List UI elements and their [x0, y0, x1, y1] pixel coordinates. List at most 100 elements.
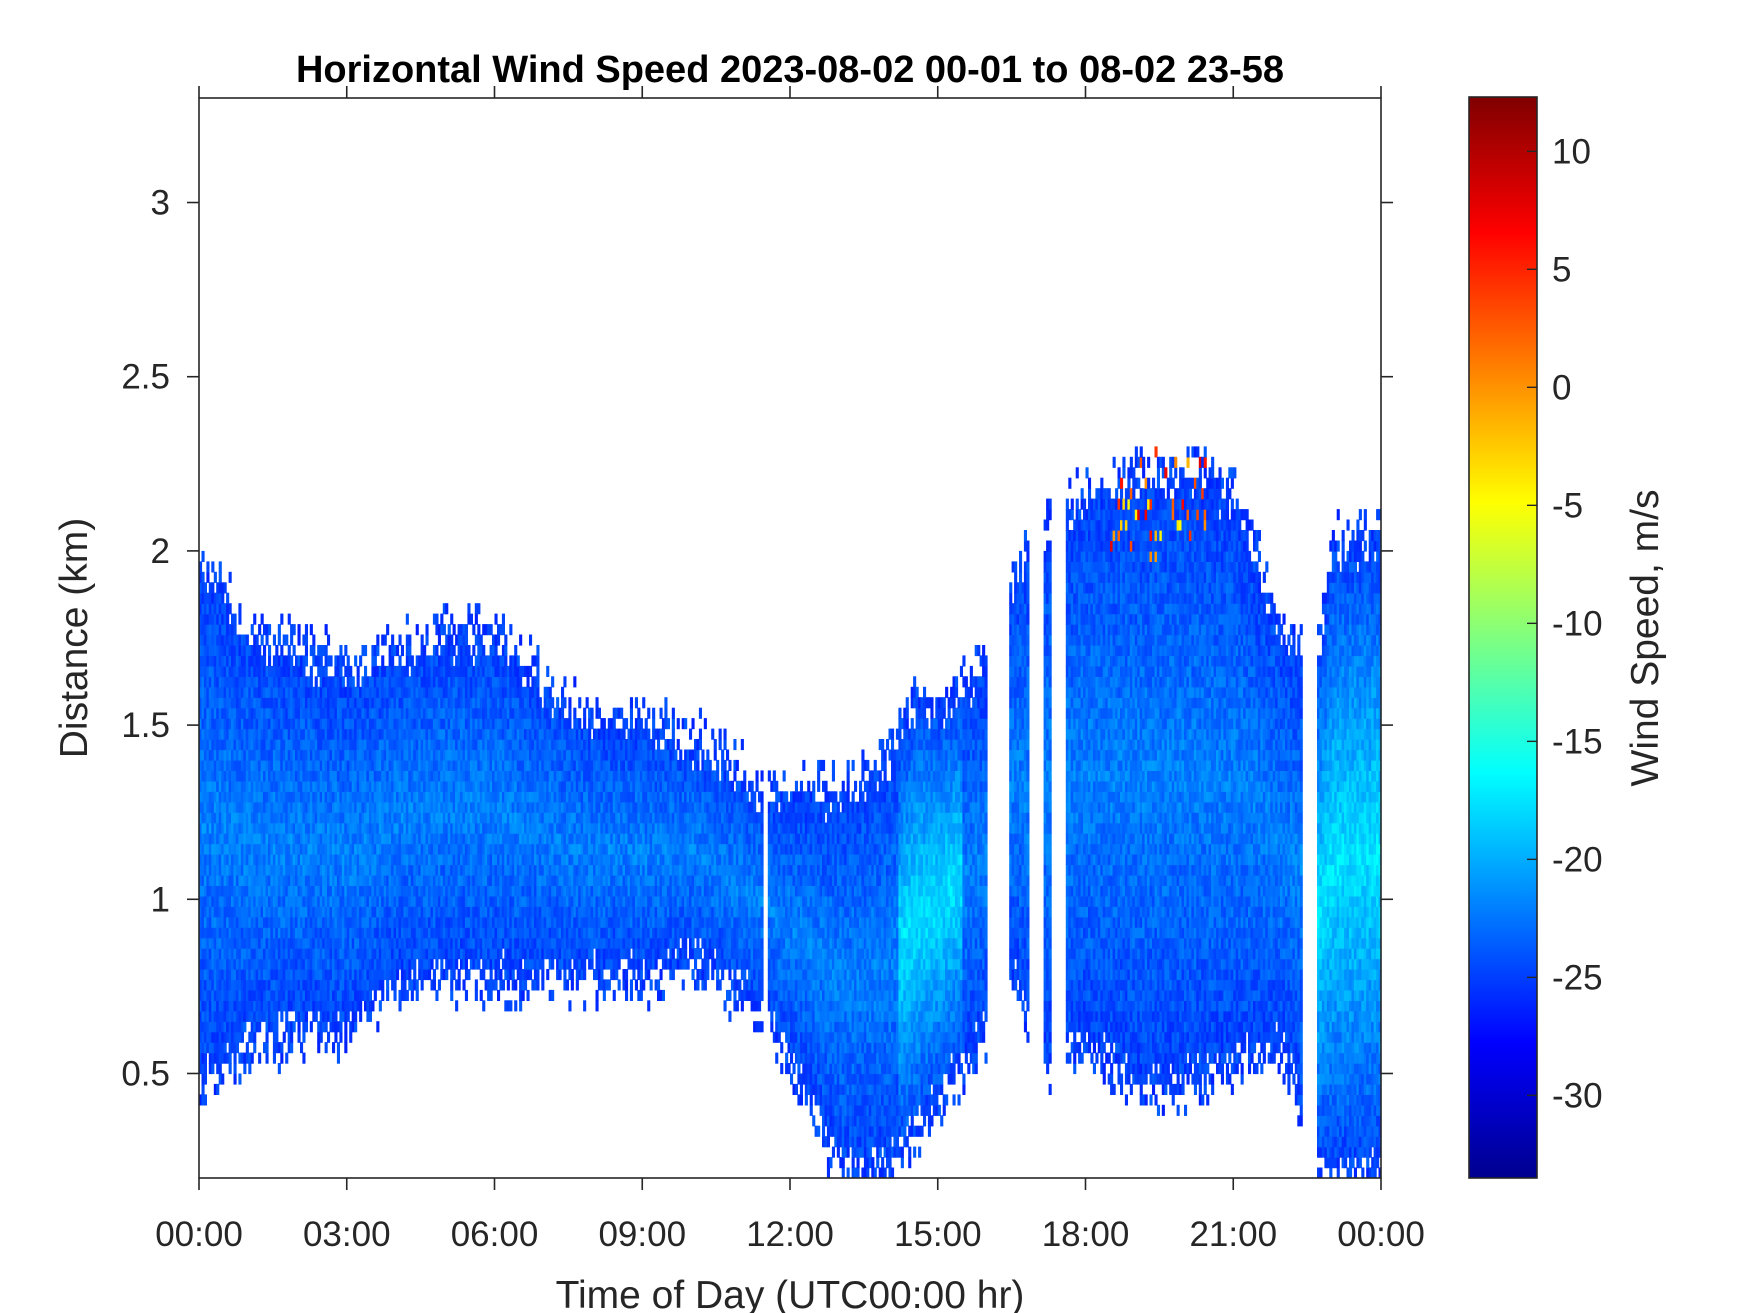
heatmap-cell	[445, 969, 449, 981]
heatmap-cell	[501, 854, 505, 866]
heatmap-cell	[201, 634, 205, 646]
heatmap-cell	[361, 989, 365, 1001]
heatmap-cell	[489, 958, 493, 970]
heatmap-cell	[356, 812, 360, 824]
heatmap-cell	[240, 958, 244, 970]
heatmap-cell	[272, 697, 276, 709]
heatmap-cell	[361, 822, 365, 834]
heatmap-cell	[309, 707, 313, 719]
heatmap-cell	[391, 728, 395, 740]
heatmap-cell	[211, 676, 215, 688]
heatmap-cell	[223, 822, 227, 834]
heatmap-cell	[233, 1031, 237, 1043]
heatmap-cell	[216, 759, 220, 771]
heatmap-cell	[504, 937, 508, 949]
heatmap-cell	[319, 1010, 323, 1022]
heatmap-cell	[248, 833, 252, 845]
heatmap-cell	[322, 645, 326, 657]
heatmap-cell	[425, 822, 429, 834]
heatmap-cell	[413, 770, 417, 782]
heatmap-cell	[462, 874, 466, 886]
heatmap-cell	[206, 571, 210, 583]
heatmap-cell	[482, 906, 486, 918]
heatmap-cell	[376, 812, 380, 824]
heatmap-cell	[213, 571, 217, 583]
heatmap-cell	[208, 927, 212, 939]
heatmap-cell	[376, 770, 380, 782]
heatmap-cell	[464, 791, 468, 803]
heatmap-cell	[319, 759, 323, 771]
heatmap-cell	[371, 864, 375, 876]
heatmap-cell	[472, 718, 476, 730]
heatmap-cell	[231, 1042, 235, 1054]
heatmap-cell	[268, 728, 272, 740]
heatmap-cell	[408, 718, 412, 730]
heatmap-cell	[391, 634, 395, 646]
heatmap-cell	[199, 958, 203, 970]
heatmap-cell	[250, 864, 254, 876]
heatmap-cell	[268, 718, 272, 730]
heatmap-cell	[351, 1021, 355, 1033]
heatmap-cell	[447, 718, 451, 730]
heatmap-cell	[223, 969, 227, 981]
heatmap-cell	[336, 969, 340, 981]
heatmap-cell	[464, 645, 468, 657]
heatmap-cell	[425, 780, 429, 792]
heatmap-cell	[314, 854, 318, 866]
heatmap-cell	[423, 770, 427, 782]
heatmap-cell	[339, 906, 343, 918]
heatmap-cell	[349, 759, 353, 771]
heatmap-cell	[233, 728, 237, 740]
heatmap-cell	[526, 989, 530, 1001]
heatmap-cell	[445, 665, 449, 677]
heatmap-cell	[213, 780, 217, 792]
heatmap-cell	[509, 885, 513, 897]
heatmap-cell	[327, 801, 331, 813]
heatmap-cell	[312, 885, 316, 897]
heatmap-cell	[253, 686, 257, 698]
heatmap-cell	[201, 1042, 205, 1054]
heatmap-cell	[452, 707, 456, 719]
heatmap-cell	[341, 843, 345, 855]
heatmap-cell	[263, 906, 267, 918]
heatmap-cell	[428, 937, 432, 949]
heatmap-cell	[216, 707, 220, 719]
heatmap-cell	[268, 906, 272, 918]
heatmap-cell	[351, 895, 355, 907]
heatmap-cell	[381, 759, 385, 771]
heatmap-cell	[317, 686, 321, 698]
heatmap-cell	[302, 885, 306, 897]
heatmap-cell	[346, 833, 350, 845]
heatmap-cell	[346, 655, 350, 667]
heatmap-cell	[302, 833, 306, 845]
heatmap-cell	[208, 969, 212, 981]
heatmap-cell	[442, 969, 446, 981]
heatmap-cell	[211, 739, 215, 751]
heatmap-cell	[536, 770, 540, 782]
heatmap-cell	[213, 634, 217, 646]
heatmap-cell	[388, 697, 392, 709]
heatmap-cell	[373, 801, 377, 813]
heatmap-cell	[391, 801, 395, 813]
heatmap-cell	[324, 864, 328, 876]
heatmap-cell	[208, 812, 212, 824]
heatmap-cell	[295, 822, 299, 834]
heatmap-cell	[292, 958, 296, 970]
heatmap-cell	[405, 686, 409, 698]
heatmap-cell	[428, 927, 432, 939]
heatmap-cell	[265, 697, 269, 709]
heatmap-cell	[398, 906, 402, 918]
heatmap-cell	[235, 665, 239, 677]
heatmap-cell	[376, 780, 380, 792]
heatmap-cell	[386, 728, 390, 740]
heatmap-cell	[455, 791, 459, 803]
heatmap-cell	[514, 822, 518, 834]
heatmap-cell	[339, 874, 343, 886]
heatmap-cell	[218, 989, 222, 1001]
heatmap-cell	[218, 1073, 222, 1085]
heatmap-cell	[531, 822, 535, 834]
heatmap-cell	[304, 645, 308, 657]
heatmap-cell	[268, 645, 272, 657]
heatmap-cell	[430, 958, 434, 970]
heatmap-cell	[410, 843, 414, 855]
